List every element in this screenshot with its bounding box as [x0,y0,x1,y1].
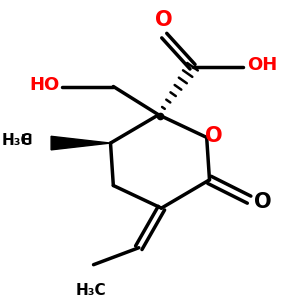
Text: HO: HO [29,76,59,94]
Text: OH: OH [247,56,277,74]
Text: H₃C: H₃C [75,283,106,298]
Polygon shape [51,136,110,150]
Text: O: O [155,10,173,30]
Text: O: O [205,126,223,146]
Text: O: O [254,193,272,212]
Text: H₃C: H₃C [2,133,33,148]
Text: H: H [21,133,33,147]
